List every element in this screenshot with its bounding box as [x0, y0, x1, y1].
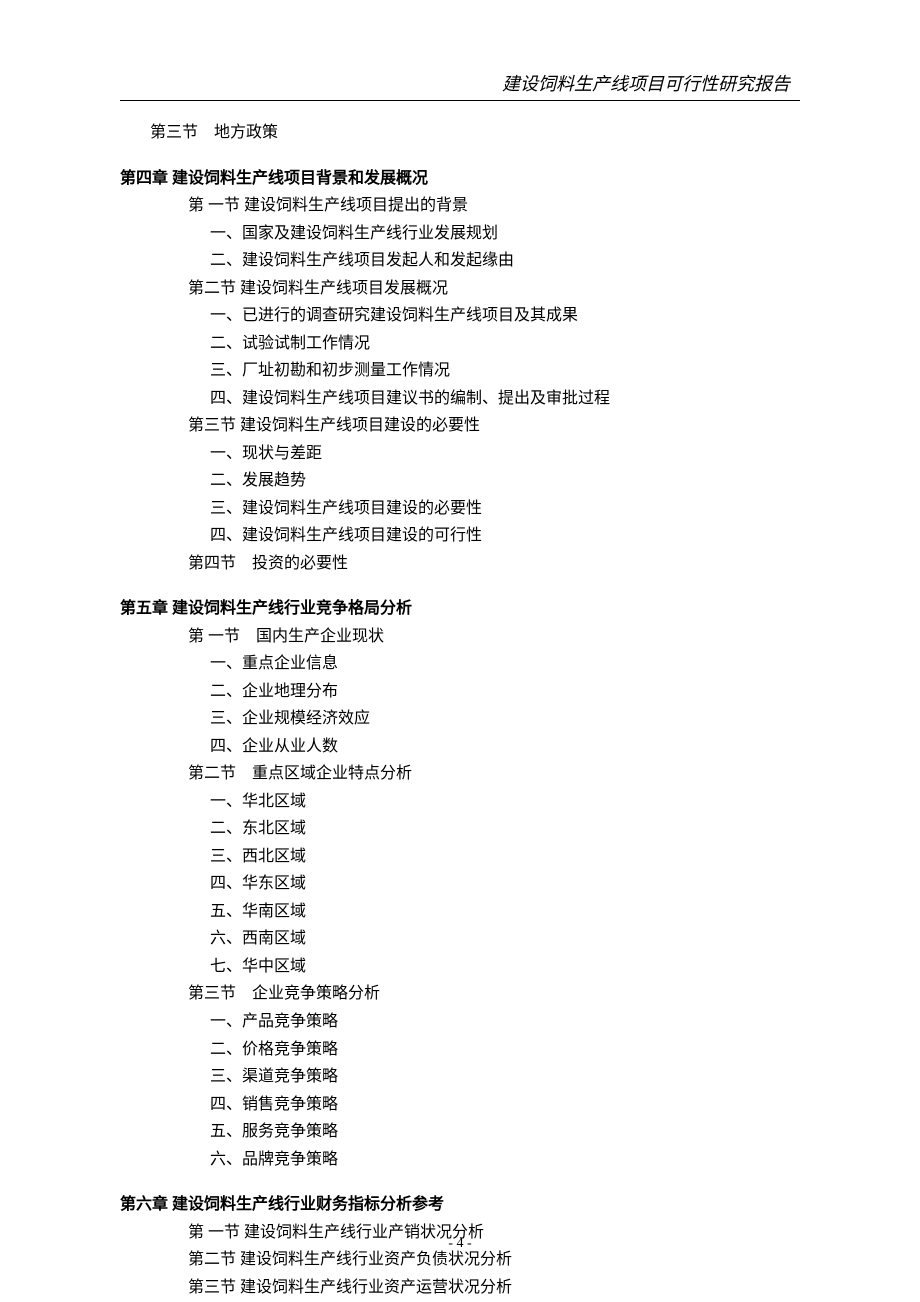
- section-3-local-policy: 第三节 地方政策: [120, 119, 800, 147]
- chapter-4-title: 第四章 建设饲料生产线项目背景和发展概况: [120, 165, 800, 193]
- ch5-s2-i1: 一、华北区域: [120, 788, 800, 816]
- chapter-5-title: 第五章 建设饲料生产线行业竞争格局分析: [120, 595, 800, 623]
- ch4-s3-i3: 三、建设饲料生产线项目建设的必要性: [120, 495, 800, 523]
- ch4-s1-i2: 二、建设饲料生产线项目发起人和发起缘由: [120, 247, 800, 275]
- ch5-s1-i1: 一、重点企业信息: [120, 650, 800, 678]
- ch4-s3-i4: 四、建设饲料生产线项目建设的可行性: [120, 522, 800, 550]
- header-divider: [120, 100, 800, 101]
- ch5-s2-i4: 四、华东区域: [120, 870, 800, 898]
- ch5-s2-title: 第二节 重点区域企业特点分析: [120, 760, 800, 788]
- ch4-s2-i3: 三、厂址初勘和初步测量工作情况: [120, 357, 800, 385]
- ch5-s1-title: 第 一节 国内生产企业现状: [120, 623, 800, 651]
- page-header: 建设饲料生产线项目可行性研究报告: [120, 70, 800, 101]
- ch5-s2-i5: 五、华南区域: [120, 898, 800, 926]
- ch5-s3-i6: 六、品牌竞争策略: [120, 1146, 800, 1174]
- header-title: 建设饲料生产线项目可行性研究报告: [120, 70, 800, 98]
- ch5-s2-i6: 六、西南区域: [120, 925, 800, 953]
- ch4-s3-i2: 二、发展趋势: [120, 467, 800, 495]
- ch5-s2-i7: 七、华中区域: [120, 953, 800, 981]
- ch5-s1-i2: 二、企业地理分布: [120, 678, 800, 706]
- ch4-s1-i1: 一、国家及建设饲料生产线行业发展规划: [120, 220, 800, 248]
- ch4-s2-i4: 四、建设饲料生产线项目建议书的编制、提出及审批过程: [120, 385, 800, 413]
- ch4-s3-i1: 一、现状与差距: [120, 440, 800, 468]
- ch4-s3-title: 第三节 建设饲料生产线项目建设的必要性: [120, 412, 800, 440]
- ch5-s1-i4: 四、企业从业人数: [120, 733, 800, 761]
- ch4-s2-i1: 一、已进行的调查研究建设饲料生产线项目及其成果: [120, 302, 800, 330]
- ch6-s3: 第三节 建设饲料生产线行业资产运营状况分析: [120, 1274, 800, 1302]
- ch5-s1-i3: 三、企业规模经济效应: [120, 705, 800, 733]
- page-footer: - 4 -: [0, 1236, 920, 1252]
- document-content: 第三节 地方政策 第四章 建设饲料生产线项目背景和发展概况 第 一节 建设饲料生…: [120, 119, 800, 1301]
- ch5-s3-i3: 三、渠道竞争策略: [120, 1063, 800, 1091]
- ch4-s1-title: 第 一节 建设饲料生产线项目提出的背景: [120, 192, 800, 220]
- ch5-s2-i2: 二、东北区域: [120, 815, 800, 843]
- ch4-s4-title: 第四节 投资的必要性: [120, 550, 800, 578]
- ch5-s3-i2: 二、价格竞争策略: [120, 1036, 800, 1064]
- ch4-s2-title: 第二节 建设饲料生产线项目发展概况: [120, 275, 800, 303]
- chapter-6-title: 第六章 建设饲料生产线行业财务指标分析参考: [120, 1191, 800, 1219]
- ch5-s2-i3: 三、西北区域: [120, 843, 800, 871]
- page-number: - 4 -: [448, 1236, 471, 1251]
- ch5-s3-i5: 五、服务竞争策略: [120, 1118, 800, 1146]
- ch4-s2-i2: 二、试验试制工作情况: [120, 330, 800, 358]
- ch5-s3-title: 第三节 企业竞争策略分析: [120, 980, 800, 1008]
- ch5-s3-i1: 一、产品竞争策略: [120, 1008, 800, 1036]
- ch5-s3-i4: 四、销售竞争策略: [120, 1091, 800, 1119]
